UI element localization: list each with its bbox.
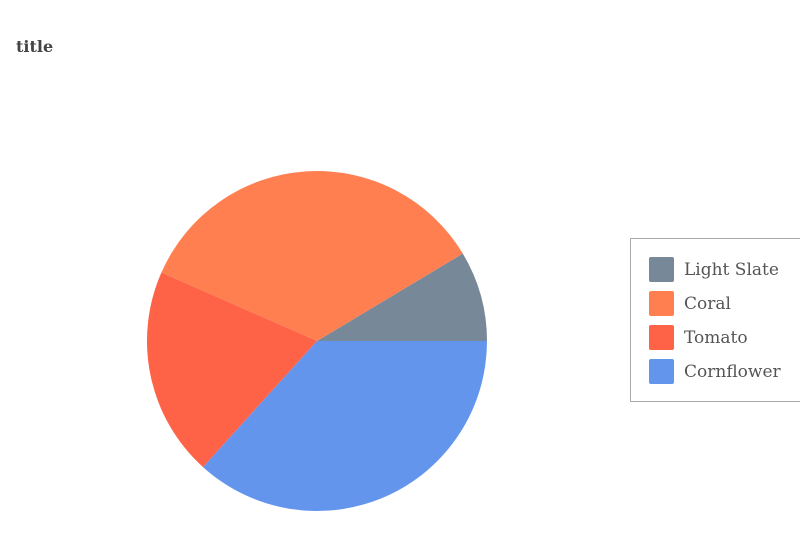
legend-swatch (649, 291, 674, 316)
pie-slice-coral (161, 170, 463, 341)
legend-item: Tomato (649, 325, 748, 350)
legend-item: Cornflower (649, 359, 781, 384)
chart-title: title (16, 37, 54, 56)
legend: Light Slate Coral Tomato Cornflower (630, 238, 800, 402)
legend-label: Coral (684, 293, 731, 314)
legend-item: Coral (649, 291, 731, 316)
legend-swatch (649, 325, 674, 350)
legend-item: Light Slate (649, 257, 779, 282)
legend-label: Cornflower (684, 361, 781, 382)
legend-swatch (649, 359, 674, 384)
legend-swatch (649, 257, 674, 282)
pie-slice-light-slate (317, 253, 487, 341)
pie-slice-tomato (147, 272, 317, 468)
legend-label: Light Slate (684, 259, 779, 280)
legend-label: Tomato (684, 327, 748, 348)
pie-slice-cornflower (202, 341, 487, 511)
